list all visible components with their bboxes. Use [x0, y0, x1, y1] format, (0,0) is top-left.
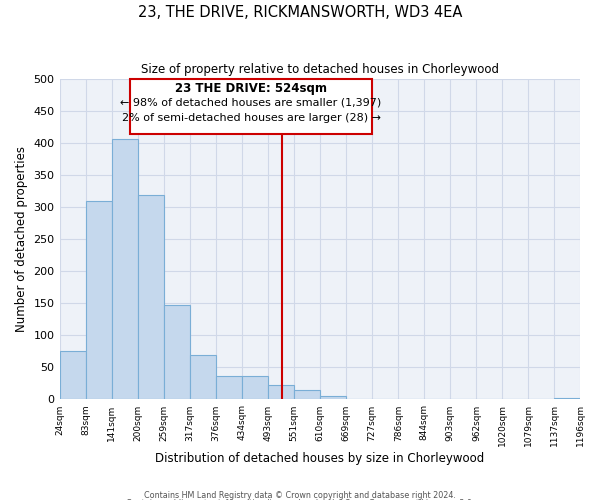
- Bar: [554, 398, 580, 400]
- Bar: [112, 139, 138, 400]
- Bar: [216, 376, 242, 400]
- Title: Size of property relative to detached houses in Chorleywood: Size of property relative to detached ho…: [141, 62, 499, 76]
- Bar: [59, 352, 86, 400]
- Text: 23, THE DRIVE, RICKMANSWORTH, WD3 4EA: 23, THE DRIVE, RICKMANSWORTH, WD3 4EA: [138, 5, 462, 20]
- Bar: [320, 396, 346, 400]
- Bar: [138, 194, 164, 400]
- Bar: [294, 390, 320, 400]
- Text: Contains public sector information licensed under the Open Government Licence v3: Contains public sector information licen…: [126, 499, 474, 500]
- Bar: [164, 304, 190, 400]
- Bar: [242, 376, 268, 400]
- Text: 2% of semi-detached houses are larger (28) →: 2% of semi-detached houses are larger (2…: [122, 113, 380, 123]
- Text: Contains HM Land Registry data © Crown copyright and database right 2024.: Contains HM Land Registry data © Crown c…: [144, 490, 456, 500]
- Bar: [86, 201, 112, 400]
- Text: 23 THE DRIVE: 524sqm: 23 THE DRIVE: 524sqm: [175, 82, 327, 95]
- Bar: [268, 386, 294, 400]
- Bar: [190, 354, 216, 400]
- FancyBboxPatch shape: [130, 80, 372, 134]
- Y-axis label: Number of detached properties: Number of detached properties: [15, 146, 28, 332]
- Text: ← 98% of detached houses are smaller (1,397): ← 98% of detached houses are smaller (1,…: [121, 98, 382, 108]
- X-axis label: Distribution of detached houses by size in Chorleywood: Distribution of detached houses by size …: [155, 452, 485, 465]
